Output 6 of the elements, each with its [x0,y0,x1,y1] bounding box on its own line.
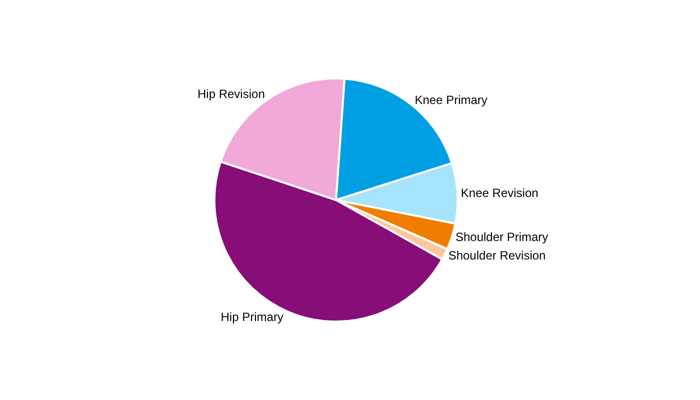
slice-label: Knee Revision [460,186,538,200]
slice-label: Shoulder Primary [455,230,548,244]
slice-label: Hip Revision [197,87,265,102]
slice-label: Hip Primary [220,310,284,324]
slice-label: Knee Primary [414,93,488,108]
slice-label: Shoulder Revision [448,248,546,263]
